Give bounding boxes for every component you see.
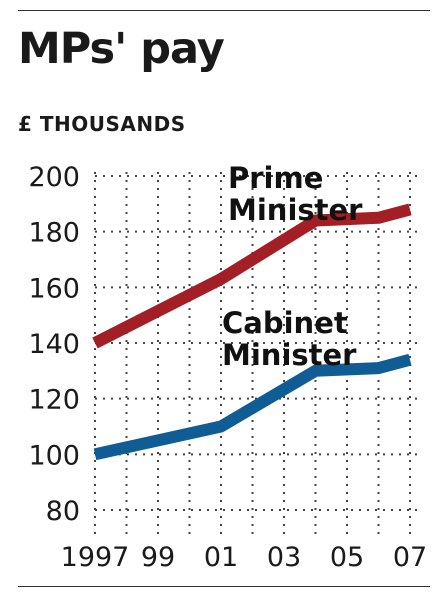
x-axis: 1997 99 01 03 05 07 — [61, 542, 428, 573]
y-tick-label: 100 — [28, 440, 80, 471]
chart-title: MPs' pay — [18, 24, 225, 74]
y-tick-label: 120 — [28, 385, 80, 416]
x-tick-label: 1997 — [61, 542, 130, 573]
y-tick-label: 200 — [28, 162, 80, 193]
series-line-cabinet-minister — [93, 353, 412, 461]
series-label-cabinet-minister: Cabinet Minister — [222, 306, 357, 372]
series-labels: Prime Minister Cabinet Minister — [222, 161, 363, 372]
y-tick-label: 140 — [28, 329, 80, 360]
series-lines — [92, 203, 412, 461]
x-tick-label: 07 — [393, 542, 427, 573]
y-tick-label: 80 — [46, 496, 80, 527]
x-tick-label: 05 — [330, 542, 364, 573]
series-line-prime-minister — [92, 203, 412, 349]
x-tick-label: 03 — [267, 542, 301, 573]
top-rule — [18, 10, 430, 11]
x-tick-label: 01 — [204, 542, 238, 573]
grid-lines — [94, 172, 418, 538]
x-tick-label: 99 — [141, 542, 175, 573]
y-tick-label: 160 — [28, 273, 80, 304]
units-label: £ THOUSANDS — [18, 112, 186, 136]
bottom-rule — [18, 586, 430, 587]
y-axis: 80 100 120 140 160 180 200 — [28, 162, 80, 527]
y-tick-label: 180 — [28, 218, 80, 249]
series-label-prime-minister: Prime Minister — [228, 161, 363, 227]
